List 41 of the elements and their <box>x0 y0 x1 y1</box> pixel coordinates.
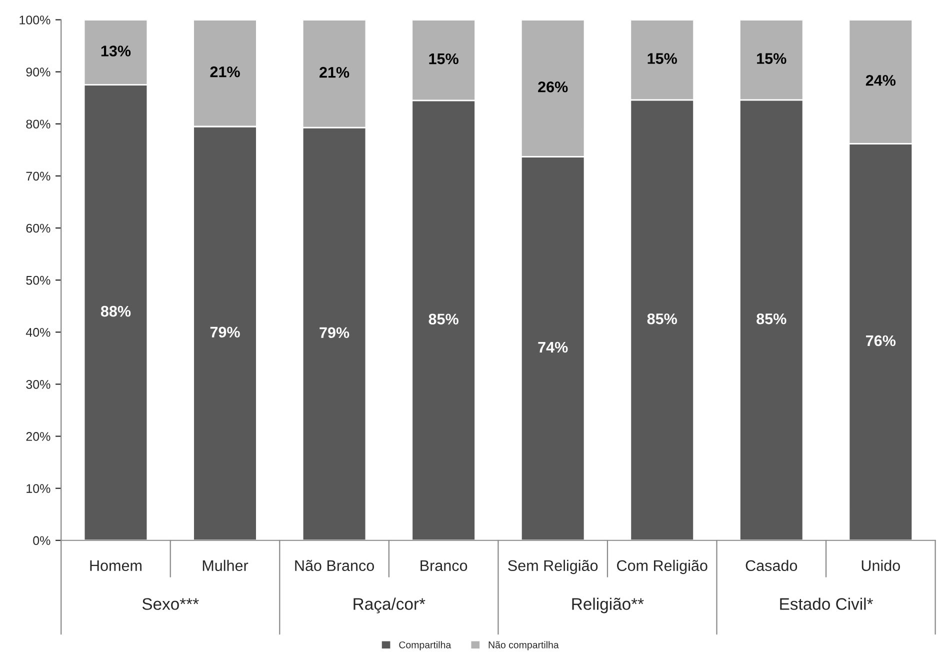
data-label: 21% <box>320 66 350 78</box>
data-label: 76% <box>866 335 896 346</box>
y-tick-label: 60% <box>26 224 50 233</box>
data-label: 15% <box>757 53 786 64</box>
legend-label: Compartilha <box>399 641 452 650</box>
data-label: 79% <box>320 327 350 338</box>
text: Raça/cor* <box>354 598 426 614</box>
y-tick-label: 100% <box>20 16 50 24</box>
data-label: 21% <box>210 66 240 78</box>
data-label: 15% <box>648 53 677 64</box>
x-tick-label: Com Religião <box>617 560 708 574</box>
text: Sexo*** <box>142 598 199 610</box>
x-tick-label: Sem Religião <box>508 560 598 574</box>
x-tick-label: Homem <box>90 560 142 572</box>
data-label: 88% <box>100 306 131 317</box>
data-label: 85% <box>756 313 786 324</box>
y-tick-label: 0% <box>33 536 50 546</box>
y-tick-label: 30% <box>26 380 50 389</box>
data-label: 85% <box>647 313 677 324</box>
data-label: 24% <box>866 75 896 86</box>
y-tick-label: 40% <box>26 328 50 337</box>
data-label: 85% <box>428 314 458 325</box>
data-label: 13% <box>101 46 131 56</box>
data-label: 74% <box>538 342 568 353</box>
y-tick-label: 90% <box>26 68 50 76</box>
y-tick-label: 10% <box>26 484 50 493</box>
y-tick-label: 20% <box>26 432 50 441</box>
text: Estado Civil* <box>780 598 874 610</box>
y-tick-label: 50% <box>26 276 50 285</box>
x-tick-label: Branco <box>420 560 468 572</box>
data-label: 26% <box>538 82 568 92</box>
x-tick-label: Casado <box>746 560 798 572</box>
y-tick-label: 70% <box>26 172 50 181</box>
x-tick-label: Unido <box>862 560 900 572</box>
data-label: 79% <box>210 326 240 338</box>
data-label: 15% <box>429 53 458 64</box>
y-tick-label: 80% <box>26 120 50 129</box>
x-tick-label: Não Branco <box>295 560 374 572</box>
legend-label: Não compartilha <box>488 641 559 650</box>
x-tick-label: Mulher <box>202 560 248 572</box>
text: Religião** <box>572 598 644 614</box>
